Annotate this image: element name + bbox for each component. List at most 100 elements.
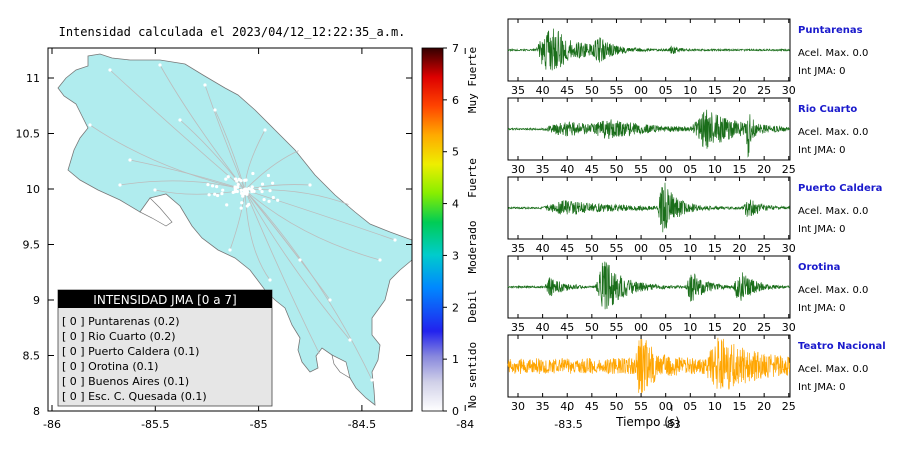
intensity-legend: INTENSIDAD JMA [0 a 7] [ 0 ] Puntarenas … xyxy=(57,289,273,407)
road xyxy=(244,189,271,281)
waveform-tick-label: 10 xyxy=(708,163,722,176)
waveform-tick-label: 30 xyxy=(511,163,525,176)
station-point xyxy=(260,189,264,194)
station-point xyxy=(242,188,247,192)
station-point xyxy=(318,353,322,357)
station-point xyxy=(276,198,280,202)
waveform-tick-label: 00 xyxy=(659,400,673,413)
colorbar-tick-label: 6 xyxy=(452,94,459,107)
waveform-tick-label: 55 xyxy=(609,242,623,255)
legend-item: [ 0 ] Esc. C. Quesada (0.1) xyxy=(62,390,207,403)
colorbar-tick-label: 3 xyxy=(452,249,459,262)
waveform-tick-label: 45 xyxy=(560,321,574,334)
station-point xyxy=(239,206,243,210)
waveform-tick-label: 35 xyxy=(536,400,550,413)
colorbar-category-label: Debil xyxy=(466,289,479,322)
station-name: Rio Cuarto xyxy=(798,104,857,115)
station-point xyxy=(271,181,275,185)
road xyxy=(244,189,331,301)
colorbar-gradient xyxy=(421,47,444,412)
road xyxy=(244,129,266,191)
waveform-tick-label: 30 xyxy=(782,84,796,97)
waveform-tick-label: 50 xyxy=(609,163,623,176)
waveform-tick-label: 40 xyxy=(536,321,550,334)
station-point xyxy=(251,171,255,176)
station-point xyxy=(240,201,244,205)
station-point xyxy=(236,182,240,187)
waveform-tick-label: 20 xyxy=(757,163,771,176)
waveform-tick-label: 40 xyxy=(536,242,550,255)
station-point xyxy=(250,189,254,194)
map-x-tick-label: -83 xyxy=(663,418,681,431)
colorbar-tick-label: 4 xyxy=(452,198,459,211)
waveform-tick-label: 55 xyxy=(634,163,648,176)
waveform-tick-label: 40 xyxy=(560,163,574,176)
waveform-tick-label: 55 xyxy=(609,321,623,334)
waveform-tick-label: 35 xyxy=(511,84,525,97)
station-point xyxy=(378,258,382,262)
station-point xyxy=(203,83,207,87)
station-point xyxy=(271,195,275,200)
station-point xyxy=(213,192,217,196)
station-point xyxy=(88,123,92,127)
waveform-tick-label: 00 xyxy=(634,321,648,334)
map-x-tick-label: -83.5 xyxy=(554,418,582,431)
colorbar-tick-label: 2 xyxy=(452,301,459,314)
map-x-tick-label: -85 xyxy=(250,418,268,431)
colorbar-tick-label: 1 xyxy=(452,353,459,366)
station-point xyxy=(370,378,374,382)
map-y-tick-label: 10 xyxy=(26,183,40,196)
map-x-tick-label: -84 xyxy=(456,418,474,431)
station-accel: Acel. Max. 0.0 xyxy=(798,364,868,375)
waveform-panel: 35 40 45 50 55 00 05 10 15 20 25 30 Puerto Caldera Ac… xyxy=(507,176,882,255)
station-point xyxy=(220,192,224,196)
waveform-tick-label: 55 xyxy=(634,400,648,413)
golfo-dulce xyxy=(331,354,351,379)
station-accel: Acel. Max. 0.0 xyxy=(798,285,868,296)
waveform-tick-label: 20 xyxy=(757,400,771,413)
colorbar-tick-label: 0 xyxy=(452,405,459,418)
map-y-tick-label: 10.5 xyxy=(16,128,41,141)
waveform-tick-label: 45 xyxy=(560,84,574,97)
station-point xyxy=(206,183,210,187)
waveform-tick-label: 25 xyxy=(757,242,771,255)
waveform-tick-label: 20 xyxy=(733,321,747,334)
station-accel: Acel. Max. 0.0 xyxy=(798,206,868,217)
station-accel: Acel. Max. 0.0 xyxy=(798,127,868,138)
legend-item: [ 0 ] Puerto Caldera (0.1) xyxy=(62,345,199,358)
station-jma: Int JMA: 0 xyxy=(798,224,846,235)
waveform-trace xyxy=(507,109,791,158)
station-point xyxy=(158,63,162,67)
station-point xyxy=(348,338,352,342)
intensity-colorbar: 7 6 5 4 3 2 1 0 Muy Fuerte Fuerte Moderado Debil No… xyxy=(421,42,479,418)
station-name: Puerto Caldera xyxy=(798,183,882,194)
waveform-tick-label: 05 xyxy=(659,242,673,255)
legend-item: [ 0 ] Buenos Aires (0.1) xyxy=(62,375,189,388)
waveform-trace xyxy=(507,337,791,394)
waveform-tick-label: 10 xyxy=(683,84,697,97)
station-point xyxy=(348,203,352,207)
station-point xyxy=(108,68,112,72)
station-point xyxy=(298,258,302,262)
station-point xyxy=(239,188,243,192)
station-point xyxy=(393,238,397,242)
station-jma: Int JMA: 0 xyxy=(798,303,846,314)
waveform-tick-label: 20 xyxy=(733,84,747,97)
station-point xyxy=(298,148,302,152)
station-point xyxy=(268,189,272,193)
waveform-trace xyxy=(507,261,790,310)
station-point xyxy=(250,185,254,189)
waveform-panel: 30 35 40 45 50 55 00 05 10 15 20 25 Teatro Nacional A… xyxy=(507,334,886,413)
waveform-tick-label: 35 xyxy=(511,242,525,255)
map-x-tick-label: -86 xyxy=(43,418,61,431)
waveform-tick-label: 15 xyxy=(733,400,747,413)
road xyxy=(119,180,246,191)
waveform-tick-label: 25 xyxy=(782,400,796,413)
station-jma: Int JMA: 0 xyxy=(798,145,846,156)
colorbar-category-label: Fuerte xyxy=(466,158,479,198)
colorbar-category-label: Moderado xyxy=(466,221,479,274)
waveform-tick-label: 00 xyxy=(659,163,673,176)
road xyxy=(244,189,351,206)
waveform-xlabel: Tiempo (s) xyxy=(615,415,680,429)
